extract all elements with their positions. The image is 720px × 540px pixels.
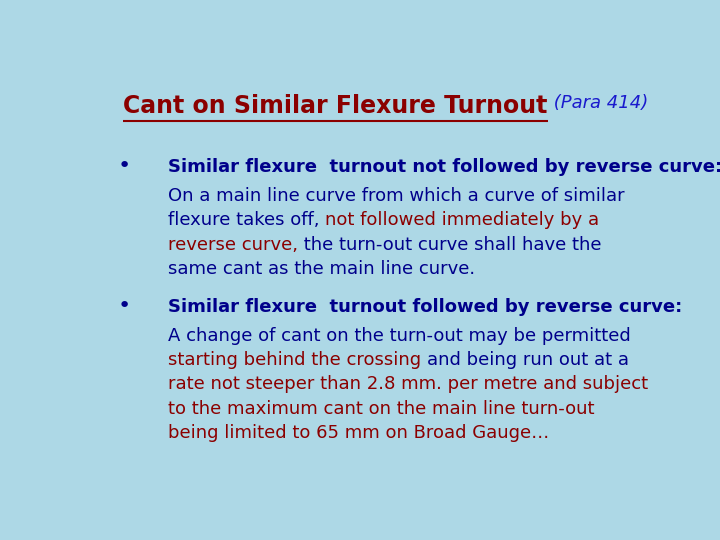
Text: starting behind the crossing: starting behind the crossing xyxy=(168,352,427,369)
Text: same cant as the main line curve.: same cant as the main line curve. xyxy=(168,260,475,278)
Text: Similar flexure  turnout not followed by reverse curve:: Similar flexure turnout not followed by … xyxy=(168,158,720,177)
Text: flexure takes off,: flexure takes off, xyxy=(168,212,325,230)
Text: to the maximum cant on the main line turn-out: to the maximum cant on the main line tur… xyxy=(168,400,595,417)
Text: •: • xyxy=(118,156,131,176)
Text: rate not steeper than 2.8 mm. per metre and subject: rate not steeper than 2.8 mm. per metre … xyxy=(168,375,648,394)
Text: •: • xyxy=(118,296,131,316)
Text: not followed immediately by a: not followed immediately by a xyxy=(325,212,600,230)
Text: and being run out at a: and being run out at a xyxy=(427,352,629,369)
Text: being limited to 65 mm on Broad Gauge…: being limited to 65 mm on Broad Gauge… xyxy=(168,424,549,442)
Text: (Para 414): (Para 414) xyxy=(548,94,648,112)
Text: A change of cant on the turn-out may be permitted: A change of cant on the turn-out may be … xyxy=(168,327,631,345)
Text: On a main line curve from which a curve of similar: On a main line curve from which a curve … xyxy=(168,187,625,205)
Text: reverse curve,: reverse curve, xyxy=(168,235,298,253)
Text: Cant on Similar Flexure Turnout: Cant on Similar Flexure Turnout xyxy=(124,94,548,118)
Text: the turn-out curve shall have the: the turn-out curve shall have the xyxy=(298,235,602,253)
Text: Similar flexure  turnout followed by reverse curve:: Similar flexure turnout followed by reve… xyxy=(168,298,683,316)
